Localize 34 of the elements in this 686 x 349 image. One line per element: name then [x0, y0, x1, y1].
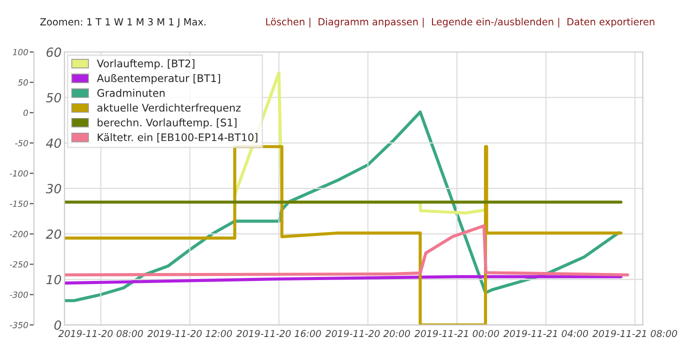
x-tick-label: 2019-11-20 08:00: [58, 330, 143, 338]
y2-tick-label: 100: [12, 48, 28, 56]
text: Zoomen: 1 T 1 W 1 M 3 M 1 J Max.: [40, 18, 206, 28]
line-series: [64, 224, 630, 276]
y2-tick-label: -250: [10, 261, 28, 268]
y-tick-label: 0: [54, 320, 62, 330]
legend-label: Außentemperatur [BT1]: [96, 74, 220, 84]
legend-label: berechn. Vorlauftemp. [S1]: [98, 118, 236, 128]
y-tick-label: 50: [46, 92, 62, 102]
y2-tick-label: -150: [10, 200, 28, 207]
line-series: [64, 145, 622, 325]
y-tick-label: 20: [46, 229, 62, 239]
x-tick-label: 2019-11-21 08:00: [592, 330, 678, 338]
y-tick-label: 30: [46, 184, 62, 194]
x-tick-label: 2019-11-20 16:00: [236, 330, 321, 338]
legend-label: Vorlauftemp. [BT2]: [96, 59, 194, 70]
legend-label: Kältetr. ein [EB100-EP14-BT10]: [98, 133, 258, 142]
y2-tick-label: -200: [10, 230, 28, 238]
y2-tick-label: -50: [15, 140, 28, 146]
y-tick-label: 60: [46, 47, 62, 57]
y2-tick-label: -300: [10, 292, 28, 298]
y2-tick-label: 0: [23, 110, 28, 116]
legend-label: aktuelle Verdichterfrequenz: [97, 104, 241, 114]
x-tick-label: 2019-11-20 20:00: [325, 330, 410, 338]
y-tick-label: 10: [46, 274, 62, 284]
x-tick-label: 2019-11-21 00:00: [414, 330, 500, 338]
y2-tick-label: 50: [18, 79, 28, 86]
x-tick-label: 2019-11-21 04:00: [503, 330, 588, 338]
legend-label: Gradminuten: [97, 88, 165, 97]
y2-tick-label: -350: [10, 322, 28, 328]
y-tick-label: 40: [46, 138, 62, 148]
y2-tick-label: -100: [10, 170, 28, 177]
x-tick-label: 2019-11-20 12:00: [147, 330, 232, 338]
text: Löschen | Diagramm anpassen | Legende ein-/ausblenden | Daten exportieren: [266, 18, 654, 28]
